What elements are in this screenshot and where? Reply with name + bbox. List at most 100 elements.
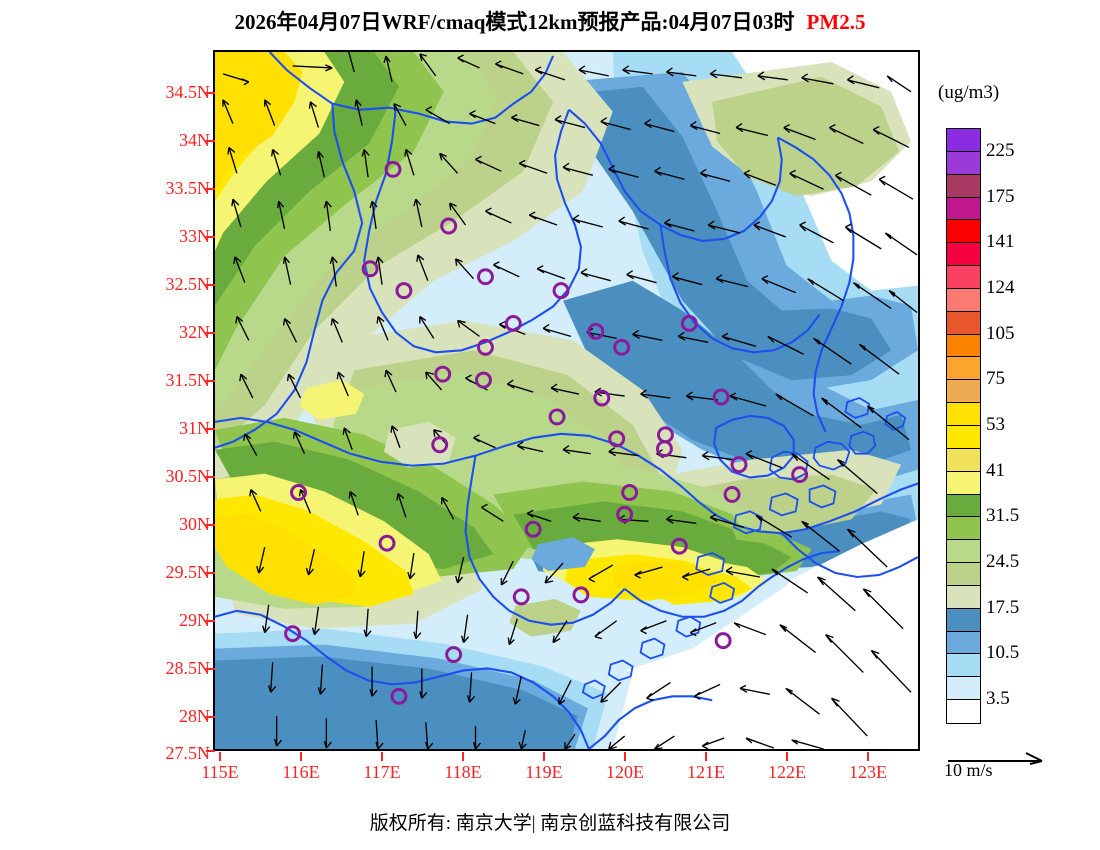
- y-axis-label: 30N: [179, 514, 210, 534]
- colorbar-band: [947, 608, 980, 632]
- x-axis-tick: [219, 752, 221, 761]
- copyright-footer: 版权所有: 南京大学| 南京创蓝科技有限公司: [369, 813, 731, 834]
- y-axis-tick: [206, 428, 215, 430]
- colorbar-tick-label: 10.5: [986, 642, 1020, 664]
- colorbar-tick-label: 124: [986, 276, 1015, 298]
- y-axis-tick: [206, 140, 215, 142]
- y-axis-label: 29.5N: [165, 562, 211, 582]
- y-axis-label: 33N: [179, 226, 210, 246]
- y-axis-label: 30.5N: [165, 466, 211, 486]
- map-plot-area[interactable]: [213, 50, 920, 751]
- y-axis-label: 29N: [179, 610, 210, 630]
- x-axis-tick: [786, 752, 788, 761]
- colorbar-band: [947, 197, 980, 221]
- y-axis-tick: [206, 620, 215, 622]
- y-axis-label: 34.5N: [165, 82, 211, 102]
- y-axis-label: 31.5N: [165, 370, 211, 390]
- y-axis-tick: [206, 236, 215, 238]
- title-main-text: 2026年04月07日WRF/cmaq模式12km预报产品:04月07日03时: [234, 10, 795, 34]
- colorbar-band: [947, 403, 980, 426]
- x-axis-label: 119E: [525, 762, 563, 782]
- y-axis-tick: [206, 284, 215, 286]
- x-axis-tick: [705, 752, 707, 761]
- x-axis-tick: [867, 752, 869, 761]
- title-pollutant-text: PM2.5: [806, 10, 866, 34]
- wind-scale-label: 10 m/s: [944, 760, 993, 780]
- wind-vectors: [222, 52, 918, 749]
- colorbar-band: [947, 220, 980, 244]
- station-markers: [284, 160, 809, 705]
- y-axis-tick: [206, 188, 215, 190]
- y-axis-tick: [206, 380, 215, 382]
- x-axis-label: 122E: [768, 762, 806, 782]
- colorbar-tick-label: 17.5: [986, 596, 1020, 618]
- y-axis-tick: [206, 476, 215, 478]
- x-axis-label: 116E: [282, 762, 320, 782]
- colorbar[interactable]: [946, 128, 981, 724]
- colorbar-band: [947, 266, 980, 289]
- colorbar-band: [947, 151, 980, 175]
- y-axis-tick: [206, 750, 215, 752]
- y-axis-label: 32N: [179, 322, 210, 342]
- colorbar-band: [947, 677, 980, 701]
- colorbar-band: [947, 654, 980, 678]
- y-axis-label: 32.5N: [165, 274, 211, 294]
- x-axis-label: 118E: [444, 762, 482, 782]
- page-title: 2026年04月07日WRF/cmaq模式12km预报产品:04月07日03时 P…: [0, 6, 1100, 36]
- colorbar-band: [947, 288, 980, 312]
- colorbar-band: [947, 631, 980, 655]
- x-axis-label: 123E: [849, 762, 887, 782]
- colorbar-band: [947, 174, 980, 198]
- colorbar-band: [947, 585, 980, 609]
- colorbar-tick-label: 225: [986, 139, 1015, 161]
- colorbar-band: [947, 540, 980, 564]
- x-axis-tick: [543, 752, 545, 761]
- coastal-islands: [581, 397, 907, 700]
- y-axis-tick: [206, 668, 215, 670]
- x-axis-tick: [624, 752, 626, 761]
- colorbar-band: [947, 471, 980, 495]
- y-axis-tick: [206, 332, 215, 334]
- y-axis-tick: [206, 92, 215, 94]
- x-axis-tick: [462, 752, 464, 761]
- x-axis-label: 120E: [606, 762, 644, 782]
- colorbar-tick-label: 53: [986, 414, 1005, 435]
- x-axis-tick: [300, 752, 302, 761]
- colorbar-band: [947, 448, 980, 472]
- colorbar-band: [947, 334, 980, 358]
- colorbar-tick-label: 24.5: [986, 551, 1020, 573]
- x-axis-label: 115E: [201, 762, 239, 782]
- colorbar-tick-label: 175: [986, 185, 1015, 207]
- colorbar-band: [947, 311, 980, 335]
- colorbar-band: [947, 700, 980, 723]
- colorbar-units-label: (ug/m3): [938, 82, 1000, 103]
- colorbar-band: [947, 380, 980, 404]
- y-axis-label: 28N: [179, 706, 210, 726]
- map-canvas: [215, 52, 918, 749]
- x-axis-label: 117E: [363, 762, 401, 782]
- y-axis-label: 34N: [179, 130, 210, 150]
- colorbar-band: [947, 517, 980, 541]
- colorbar-tick-label: 105: [986, 322, 1015, 344]
- colorbar-band: [947, 243, 980, 267]
- y-axis-label: 31N: [179, 418, 210, 438]
- colorbar-tick-label: 3.5: [986, 688, 1010, 710]
- y-axis-label: 28.5N: [165, 658, 211, 678]
- y-axis-label: 33.5N: [165, 178, 211, 198]
- x-axis-label: 121E: [687, 762, 725, 782]
- y-axis-tick: [206, 716, 215, 718]
- colorbar-tick-label: 41: [986, 459, 1005, 481]
- y-axis-tick: [206, 524, 215, 526]
- colorbar-band: [947, 357, 980, 381]
- colorbar-band: [947, 425, 980, 449]
- wind-scale-arrow: [948, 752, 1043, 765]
- colorbar-band: [947, 494, 980, 518]
- province-boundaries: [215, 52, 918, 749]
- colorbar-tick-label: 75: [986, 368, 1005, 390]
- colorbar-tick-label: 31.5: [986, 505, 1020, 527]
- colorbar-tick-label: 141: [986, 231, 1015, 253]
- y-axis-label: 27.5N: [165, 743, 211, 763]
- colorbar-band: [947, 129, 980, 152]
- colorbar-band: [947, 563, 980, 586]
- y-axis-tick: [206, 572, 215, 574]
